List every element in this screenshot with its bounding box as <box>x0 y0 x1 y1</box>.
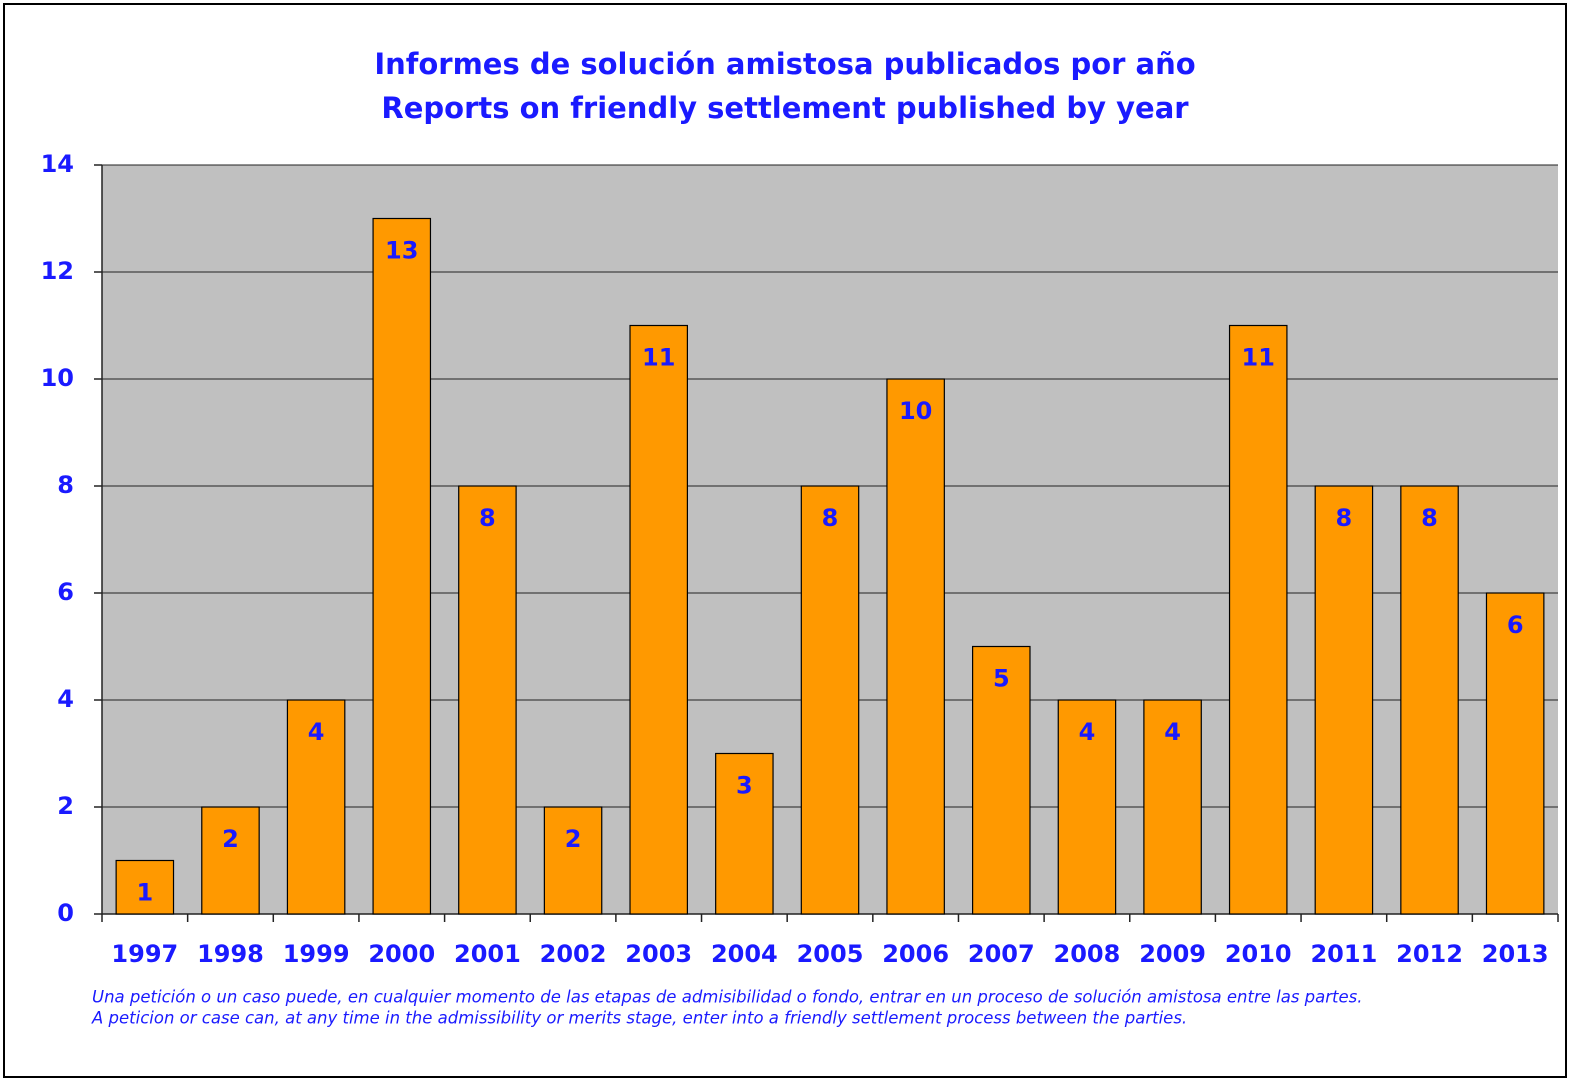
data-label: 3 <box>736 772 753 800</box>
bar <box>800 485 860 915</box>
bar <box>886 378 945 915</box>
data-label: 13 <box>385 237 418 265</box>
data-label: 8 <box>1336 504 1353 532</box>
bar <box>1057 699 1117 915</box>
x-tick-label: 2000 <box>368 940 435 968</box>
y-tick-label: 2 <box>57 792 74 820</box>
footnote: A peticion or case can, at any time in t… <box>91 1009 1187 1028</box>
y-tick-label: 4 <box>57 685 74 713</box>
data-label: 8 <box>822 504 839 532</box>
data-label: 8 <box>1421 504 1438 532</box>
x-tick-label: 2002 <box>540 940 607 968</box>
x-tick-label: 1998 <box>197 940 264 968</box>
y-tick-label: 8 <box>57 471 74 499</box>
x-tick-label: 2007 <box>968 940 1035 968</box>
bar <box>286 699 346 915</box>
data-label: 6 <box>1507 611 1524 639</box>
y-tick-label: 0 <box>57 899 74 927</box>
data-label: 2 <box>565 825 582 853</box>
data-label: 5 <box>993 665 1010 693</box>
x-tick-label: 1997 <box>111 940 178 968</box>
x-tick-label: 2004 <box>711 940 778 968</box>
data-label: 1 <box>136 879 153 907</box>
bar <box>1485 592 1545 915</box>
data-label: 4 <box>1079 718 1096 746</box>
x-tick-label: 2001 <box>454 940 521 968</box>
x-tick-label: 2009 <box>1139 940 1206 968</box>
bar <box>115 859 175 915</box>
x-tick-label: 2013 <box>1482 940 1549 968</box>
chart-subtitle: Reports on friendly settlement published… <box>381 91 1189 125</box>
data-label: 10 <box>899 397 932 425</box>
bar <box>972 645 1031 915</box>
bar <box>1228 324 1288 915</box>
x-tick-label: 2011 <box>1310 940 1377 968</box>
bar <box>1143 699 1202 915</box>
y-tick-label: 14 <box>41 150 74 178</box>
x-tick-label: 1999 <box>283 940 350 968</box>
data-label: 11 <box>642 344 675 372</box>
bar <box>715 752 774 915</box>
y-tick-label: 12 <box>41 257 74 285</box>
bar <box>201 806 260 915</box>
y-tick-label: 10 <box>41 364 74 392</box>
bar <box>372 217 432 915</box>
x-tick-label: 2010 <box>1225 940 1292 968</box>
bar <box>1400 485 1459 915</box>
x-tick-label: 2012 <box>1396 940 1463 968</box>
data-label: 2 <box>222 825 239 853</box>
data-label: 11 <box>1242 344 1275 372</box>
bar <box>1314 485 1374 915</box>
footnote: Una petición o un caso puede, en cualqui… <box>92 988 1363 1007</box>
data-label: 8 <box>479 504 496 532</box>
x-tick-label: 2008 <box>1054 940 1121 968</box>
data-label: 4 <box>1164 718 1181 746</box>
x-tick-label: 2003 <box>625 940 692 968</box>
bar <box>543 806 603 915</box>
x-tick-label: 2005 <box>797 940 864 968</box>
x-tick-label: 2006 <box>882 940 949 968</box>
y-tick-label: 6 <box>57 578 74 606</box>
data-label: 4 <box>308 718 325 746</box>
bar <box>458 485 517 915</box>
chart-title: Informes de solución amistosa publicados… <box>374 47 1195 81</box>
bar <box>629 324 688 915</box>
